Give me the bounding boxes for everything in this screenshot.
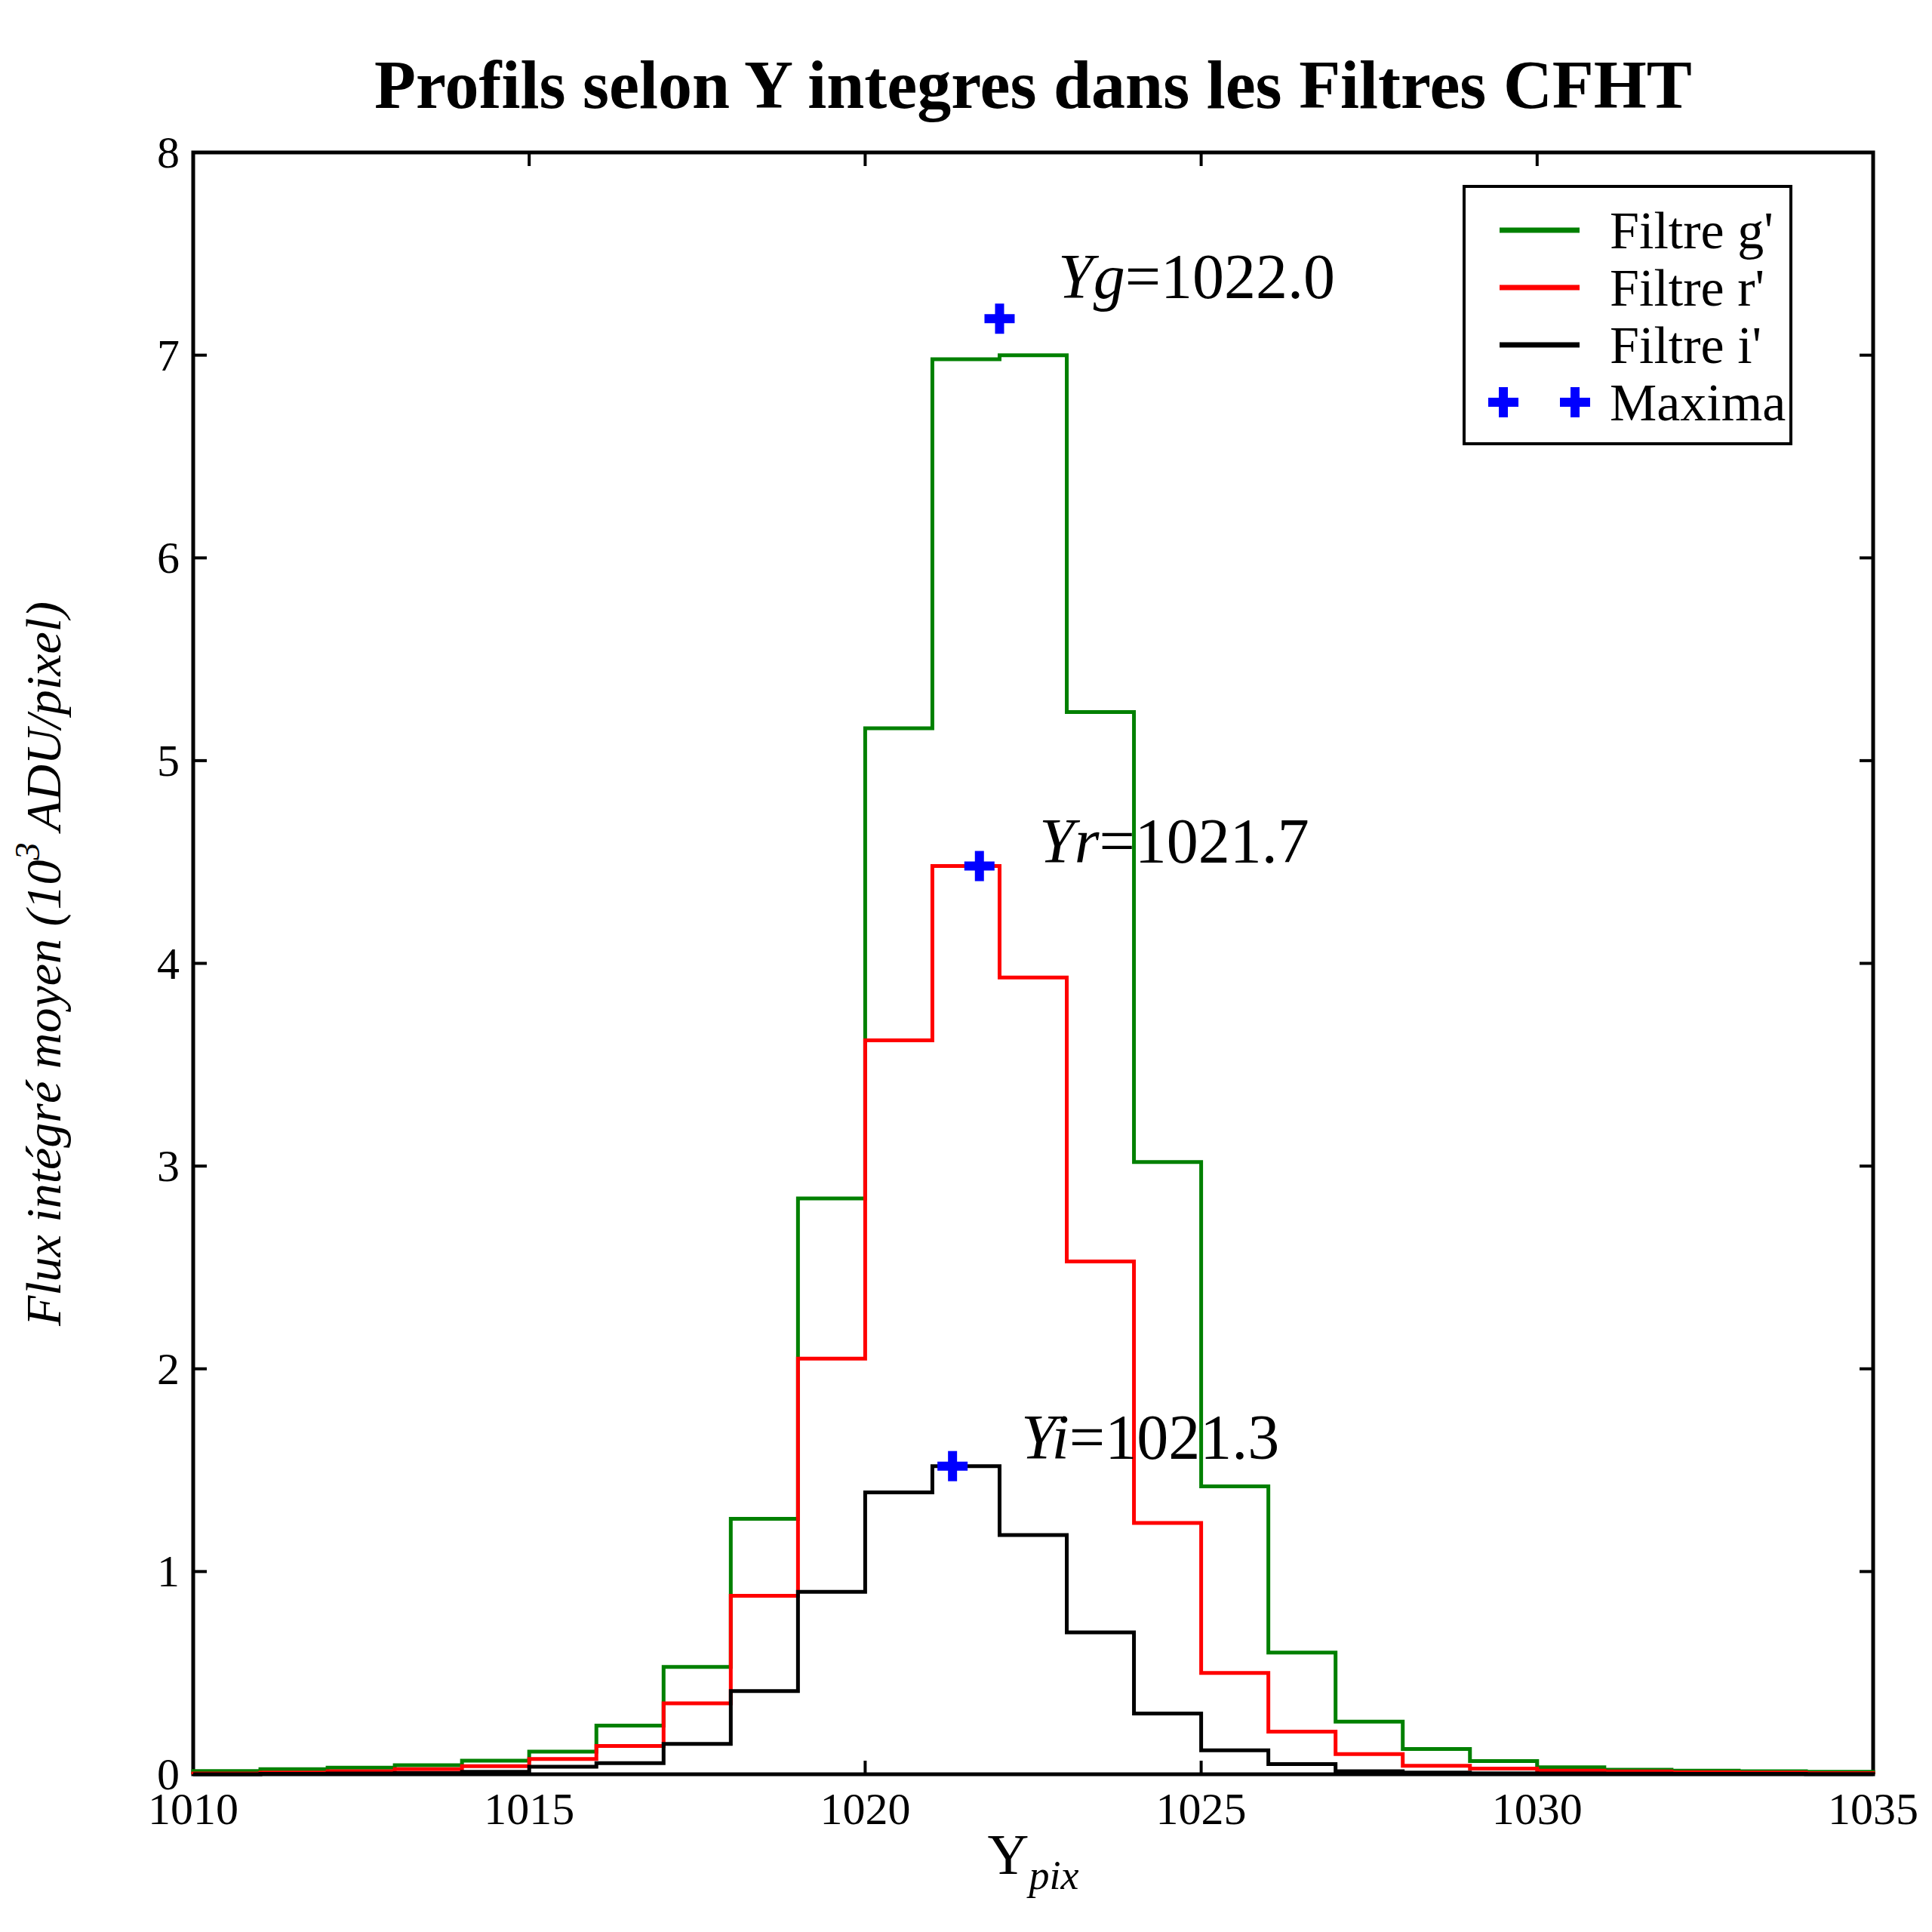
annotation-label: Yi=1021.3 xyxy=(1021,1402,1279,1472)
x-tick-label: 1020 xyxy=(820,1784,910,1834)
profile-histogram-figure: 101010151020102510301035012345678Yg=1022… xyxy=(0,0,1932,1932)
x-tick-label: 1035 xyxy=(1828,1784,1918,1834)
x-tick-label: 1025 xyxy=(1156,1784,1247,1834)
y-axis-label: Flux intégré moyen (103 ADU/pixel) xyxy=(8,601,72,1327)
y-tick-label: 1 xyxy=(157,1546,180,1596)
x-tick-label: 1015 xyxy=(484,1784,574,1834)
chart-area: 101010151020102510301035012345678Yg=1022… xyxy=(8,128,1918,1898)
y-tick-label: 8 xyxy=(157,128,180,177)
y-tick-label: 6 xyxy=(157,533,180,583)
chart-title: Profils selon Y integres dans les Filtre… xyxy=(374,48,1692,122)
y-tick-label: 4 xyxy=(157,939,180,989)
legend-label: Filtre g' xyxy=(1610,202,1774,260)
annotation-label: Yg=1022.0 xyxy=(1058,242,1335,312)
y-tick-label: 5 xyxy=(157,736,180,786)
legend-label: Filtre r' xyxy=(1610,259,1764,317)
annotation-label: Yr=1021.7 xyxy=(1039,806,1309,876)
y-tick-label: 0 xyxy=(157,1749,180,1799)
x-tick-label: 1030 xyxy=(1492,1784,1583,1834)
y-tick-label: 2 xyxy=(157,1344,180,1394)
legend-label: Maxima xyxy=(1610,374,1786,432)
y-tick-label: 7 xyxy=(157,331,180,380)
y-tick-label: 3 xyxy=(157,1141,180,1191)
x-axis-label: Ypix xyxy=(988,1823,1079,1898)
legend-label: Filtre i' xyxy=(1610,316,1761,374)
